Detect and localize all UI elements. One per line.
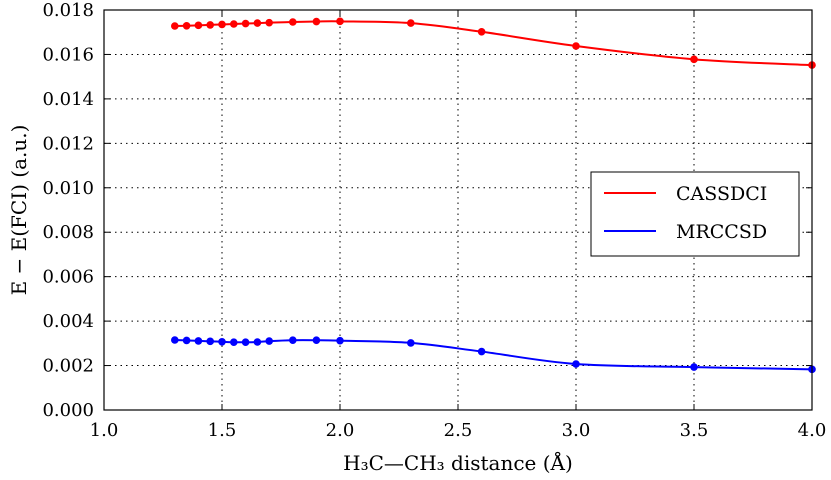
y-tick-label: 0.012 xyxy=(42,133,94,154)
legend-label-cassdci: CASSDCI xyxy=(676,183,767,205)
data-point-mrccsd xyxy=(407,339,415,347)
legend: CASSDCI MRCCSD xyxy=(590,171,800,257)
x-tick-label: 1.5 xyxy=(208,420,237,441)
y-tick-label: 0.018 xyxy=(42,0,94,21)
data-point-mrccsd xyxy=(477,347,486,356)
data-point-mrccsd xyxy=(289,336,297,345)
y-tick-label: 0.014 xyxy=(42,89,94,110)
x-tick-label: 2.0 xyxy=(326,420,355,441)
x-axis-label: H₃C—CH₃ distance (Å) xyxy=(343,450,573,475)
x-tick-label: 1.0 xyxy=(90,420,119,441)
data-point-mrccsd xyxy=(572,360,580,368)
data-point-mrccsd xyxy=(336,336,344,345)
data-point-mrccsd xyxy=(690,363,698,371)
data-point-cassdci xyxy=(336,17,344,26)
data-point-mrccsd xyxy=(206,337,214,346)
data-point-cassdci xyxy=(265,18,274,27)
data-point-mrccsd xyxy=(253,338,262,346)
data-point-mrccsd xyxy=(241,338,250,347)
data-point-cassdci xyxy=(407,19,415,27)
data-point-mrccsd xyxy=(182,336,191,345)
tick-labels: 1.0 1.5 2.0 2.5 3.0 3.5 4.0 0.000 0.002 0.004 0.00… xyxy=(42,0,826,441)
data-point-mrccsd xyxy=(265,337,274,345)
y-tick-label: 0.016 xyxy=(42,44,94,65)
data-point-mrccsd xyxy=(218,337,226,346)
data-point-cassdci xyxy=(572,42,580,50)
y-axis-label: E − E(FCI) (a.u.) xyxy=(7,125,31,296)
y-tick-label: 0.008 xyxy=(42,222,94,243)
data-point-cassdci xyxy=(218,20,226,29)
data-point-cassdci xyxy=(289,18,297,26)
y-tick-label: 0.004 xyxy=(42,311,94,332)
legend-label-mrccsd: MRCCSD xyxy=(676,221,767,243)
data-point-cassdci xyxy=(241,19,250,28)
data-point-cassdci xyxy=(171,22,179,30)
series-layer xyxy=(171,17,816,374)
data-point-mrccsd xyxy=(230,338,238,347)
data-point-cassdci xyxy=(312,17,321,26)
data-point-mrccsd xyxy=(171,336,179,344)
data-point-mrccsd xyxy=(312,336,321,345)
data-point-cassdci xyxy=(194,21,203,30)
x-tick-label: 4.0 xyxy=(798,420,827,441)
data-point-cassdci xyxy=(230,20,238,28)
x-tick-label: 3.0 xyxy=(562,420,591,441)
data-point-cassdci xyxy=(690,55,698,64)
y-tick-label: 0.002 xyxy=(42,356,94,377)
data-point-cassdci xyxy=(477,27,486,36)
x-tick-label: 3.5 xyxy=(680,420,709,441)
data-point-cassdci xyxy=(206,21,214,29)
data-point-cassdci xyxy=(253,19,262,27)
y-tick-label: 0.010 xyxy=(42,178,94,199)
data-point-cassdci xyxy=(182,21,191,30)
axis-ticks xyxy=(103,9,813,411)
x-tick-label: 2.5 xyxy=(444,420,473,441)
legend-box xyxy=(590,171,800,257)
y-tick-label: 0.000 xyxy=(42,400,94,421)
y-tick-label: 0.006 xyxy=(42,267,94,288)
data-point-mrccsd xyxy=(194,337,203,345)
